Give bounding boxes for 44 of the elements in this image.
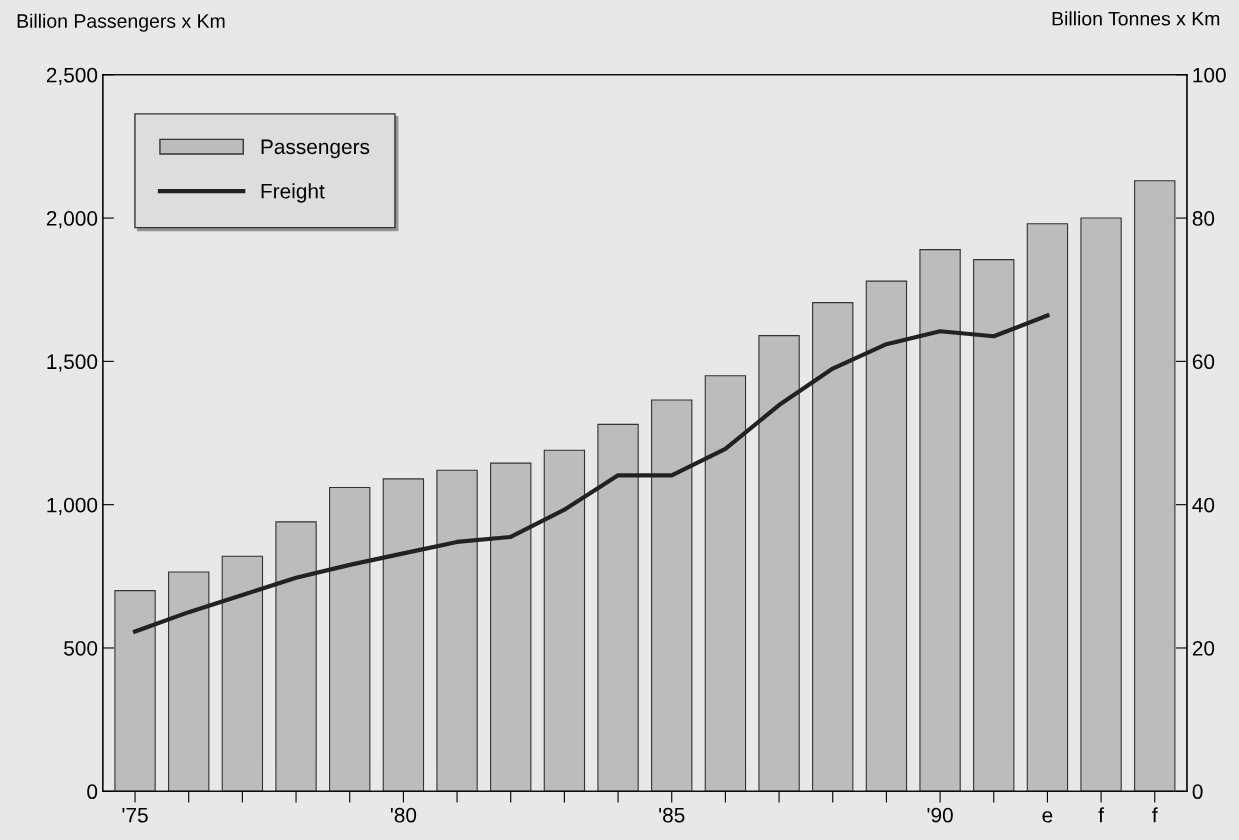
bar [973, 259, 1015, 792]
x-tick-label: '90 [927, 807, 953, 823]
y2-axis-title: Billion Tonnes x Km [1052, 11, 1220, 26]
bar [1080, 217, 1122, 792]
x-tick-label: '85 [659, 807, 685, 823]
bar [168, 571, 210, 792]
y-tick-label: 500 [64, 640, 98, 656]
y-tick-label: 1,000 [47, 497, 98, 515]
y-tick-label: 1,500 [47, 354, 98, 372]
bar [543, 449, 586, 792]
bar [221, 555, 264, 792]
line-series [132, 313, 1050, 634]
y2-tick-label: 40 [1192, 497, 1215, 513]
y2-tick-label: 20 [1192, 640, 1215, 656]
bar [758, 335, 800, 792]
bar [1026, 223, 1069, 792]
bar [919, 249, 961, 792]
bar [275, 521, 317, 792]
x-tick-label: '75 [122, 808, 148, 823]
y2-tick-label: 80 [1192, 211, 1215, 226]
legend-label: Passengers [261, 139, 370, 159]
x-tick-label: f [1152, 807, 1158, 823]
bar [114, 590, 156, 792]
y2-tick-label: 100 [1193, 67, 1226, 83]
bar [490, 462, 532, 792]
bar [704, 375, 747, 792]
x-tick-label: e [1042, 811, 1053, 823]
y-tick-label: 0 [87, 784, 98, 800]
bar [382, 478, 425, 792]
x-tick-label: f [1098, 807, 1105, 823]
y2-tick-label: 0 [1192, 784, 1203, 800]
legend-label: Freight [261, 183, 325, 203]
bar [329, 486, 371, 792]
y2-tick-label: 60 [1192, 354, 1215, 370]
bar [597, 423, 639, 792]
bar [651, 399, 693, 792]
bar [812, 302, 854, 792]
bar [1134, 180, 1176, 792]
y-tick-label: 2,000 [46, 211, 98, 229]
y-tick-label: 2,500 [46, 67, 98, 85]
bar [436, 469, 478, 792]
bar [865, 280, 908, 792]
x-tick-label: '80 [390, 807, 417, 823]
y-axis-title: Billion Passengers x Km [17, 13, 225, 32]
